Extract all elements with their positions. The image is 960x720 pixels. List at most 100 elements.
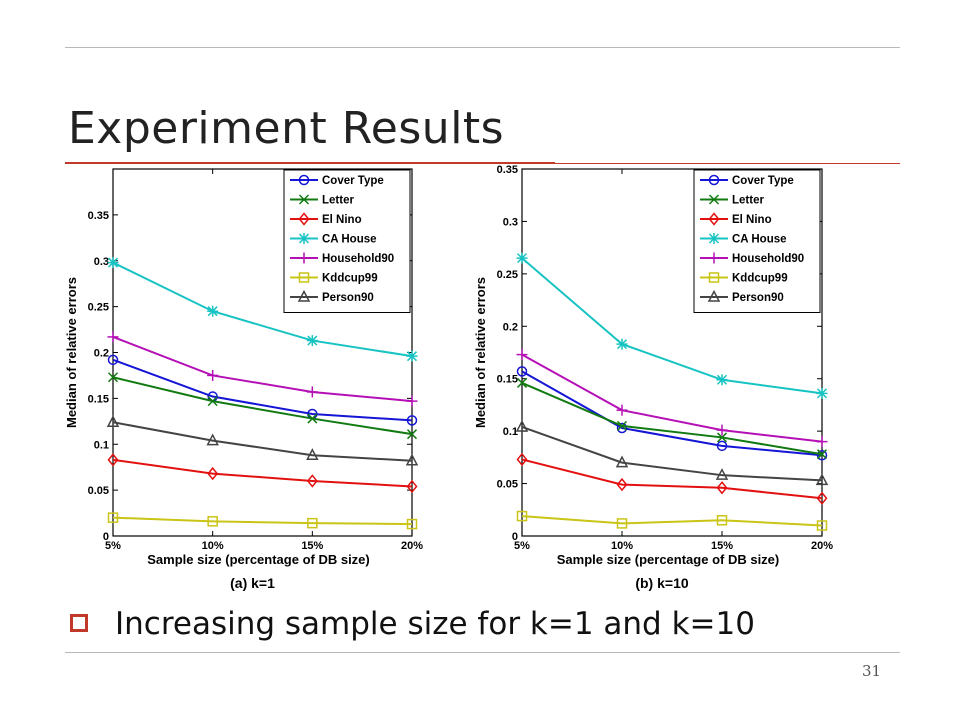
- data-point: [816, 387, 828, 399]
- y-tick-label: 0.25: [88, 302, 109, 314]
- title-underline-thin: [555, 163, 900, 164]
- legend-marker: [298, 174, 310, 186]
- data-point: [406, 415, 418, 426]
- series-person90: [515, 419, 829, 486]
- data-point: [715, 468, 729, 480]
- y-tick-label: 0.15: [88, 393, 109, 405]
- series-ca-house: [107, 257, 418, 362]
- series-line: [521, 370, 823, 457]
- series-line: [521, 426, 823, 482]
- data-point: [516, 366, 528, 377]
- series-letter: [516, 377, 828, 460]
- data-point: [207, 305, 219, 317]
- data-point: [306, 448, 319, 461]
- series-line: [112, 358, 413, 422]
- legend-box: [693, 169, 821, 313]
- legend-marker: [298, 212, 310, 226]
- legend-marker: [298, 252, 310, 264]
- legend-label: Household90: [732, 253, 804, 265]
- chart-k1: 0 0.05 0.1 0.15 0.2 0.25 0.3 0.35 5% 10% 15% 20% Sam…: [60, 165, 450, 605]
- data-point: [816, 436, 828, 448]
- data-point: [616, 420, 628, 431]
- data-point: [206, 433, 219, 446]
- line-chart-svg-1: 0 0.05 0.1 0.15 0.2 0.25 0.3 0.35 5% 10% 15% 20% Sam…: [473, 165, 833, 591]
- legend-label: Kddcup99: [732, 273, 788, 285]
- legend-item: Letter: [700, 194, 764, 207]
- series-line: [112, 376, 413, 436]
- series-line: [112, 261, 413, 358]
- y-axis-label: Median of relative errors: [473, 277, 488, 428]
- line-chart-svg-0: 0 0.05 0.1 0.15 0.2 0.25 0.3 0.35 5% 10% 15% 20% Sam…: [64, 168, 423, 591]
- legend-label: CA House: [322, 234, 377, 246]
- legend-item: Cover Type: [700, 174, 794, 187]
- series-household90: [107, 331, 418, 407]
- data-point: [616, 422, 628, 434]
- legend-marker: [708, 252, 720, 264]
- series-line: [521, 458, 823, 500]
- data-point: [616, 338, 628, 350]
- y-tick-label: 0.35: [88, 210, 109, 222]
- legend-label: Person90: [732, 292, 784, 304]
- series-line: [521, 515, 823, 527]
- legend-marker: [708, 272, 720, 283]
- bullet-text: Increasing sample size for k=1 and k=10: [115, 606, 755, 642]
- y-tick-label: 0: [103, 531, 109, 543]
- data-point: [616, 404, 628, 416]
- series-el-nino: [516, 452, 828, 505]
- data-point: [306, 474, 318, 488]
- y-tick-label: 0.1: [503, 426, 518, 438]
- data-point: [406, 350, 418, 362]
- y-tick-label: 0.15: [497, 374, 518, 386]
- legend-label: Letter: [322, 195, 354, 207]
- legend-label: Household90: [322, 253, 394, 265]
- slide-title: Experiment Results: [68, 103, 505, 154]
- data-point: [716, 515, 728, 526]
- data-point: [107, 331, 119, 343]
- data-point: [107, 372, 119, 383]
- data-point: [816, 520, 828, 531]
- y-tick-label: 0.2: [94, 348, 109, 360]
- y-tick-label: 0.05: [88, 485, 109, 497]
- data-point: [716, 440, 728, 452]
- data-point: [816, 450, 828, 461]
- series-ca-house: [516, 252, 828, 399]
- legend-item: Cover Type: [290, 174, 384, 187]
- legend-marker: [708, 194, 720, 205]
- data-point: [816, 491, 828, 505]
- data-point: [207, 516, 218, 527]
- data-point: [207, 396, 218, 407]
- legend-item: Person90: [290, 289, 374, 304]
- legend-marker: [298, 272, 310, 283]
- legend-marker: [708, 233, 720, 244]
- data-point: [106, 415, 120, 427]
- data-point: [516, 452, 528, 467]
- data-point: [307, 413, 318, 424]
- y-tick-label: 0: [512, 531, 518, 543]
- data-point: [306, 335, 318, 347]
- x-tick-label: 15%: [301, 540, 323, 552]
- y-tick-label: 0.2: [503, 321, 518, 333]
- data-point: [405, 453, 419, 466]
- data-point: [406, 429, 418, 440]
- data-point: [516, 252, 528, 264]
- chart-k10: 0 0.05 0.1 0.15 0.2 0.25 0.3 0.35 5% 10% 15% 20% Sam…: [460, 165, 850, 605]
- legend-label: Letter: [732, 195, 764, 207]
- legend-item: Letter: [290, 194, 354, 207]
- data-point: [406, 395, 418, 407]
- legend-item: Household90: [290, 252, 394, 265]
- legend-marker: [708, 174, 720, 186]
- legend-label: El Nino: [732, 214, 772, 226]
- data-point: [207, 369, 219, 381]
- data-point: [515, 419, 529, 432]
- data-point: [816, 449, 828, 460]
- legend-item: Person90: [700, 289, 784, 304]
- y-tick-label: 0.1: [94, 439, 109, 451]
- legend: Cover Type Letter El Nino CA House Household…: [283, 169, 411, 313]
- legend-marker: [298, 233, 310, 244]
- x-axis-label: Sample size (percentage of DB size): [147, 552, 370, 567]
- data-point: [107, 354, 119, 366]
- x-tick-label: 20%: [401, 540, 423, 552]
- data-point: [306, 386, 318, 398]
- series-letter: [107, 372, 418, 440]
- x-tick-label: 10%: [202, 540, 224, 552]
